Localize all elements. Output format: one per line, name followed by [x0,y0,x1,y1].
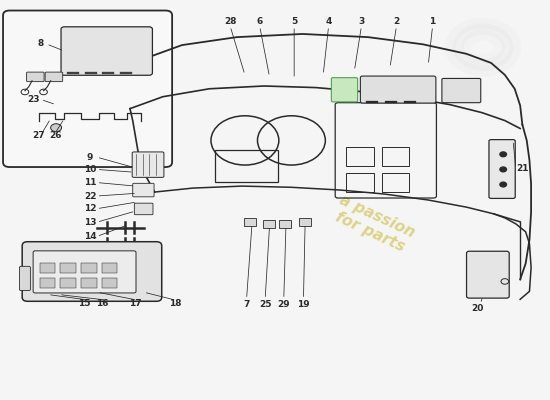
Bar [102,278,117,288]
Bar [244,218,256,226]
Bar [382,173,409,192]
Bar [404,101,416,103]
Bar [346,147,373,166]
Text: 4: 4 [326,17,332,26]
Text: 1: 1 [430,17,436,26]
Text: 9: 9 [87,152,94,162]
Text: 7: 7 [243,300,250,308]
Bar [385,101,397,103]
Text: 20: 20 [471,304,483,312]
Text: 16: 16 [96,299,109,308]
Bar [299,218,311,226]
FancyBboxPatch shape [61,27,152,75]
FancyBboxPatch shape [22,242,162,301]
Bar [40,263,55,273]
Bar [215,150,278,182]
Text: 12: 12 [84,204,96,213]
FancyBboxPatch shape [132,152,164,177]
Bar [85,72,97,74]
Bar [279,220,292,228]
Text: 26: 26 [49,131,61,140]
Bar [60,263,76,273]
Bar [81,278,97,288]
FancyBboxPatch shape [360,76,436,103]
Text: 28: 28 [224,17,236,26]
Circle shape [500,182,507,187]
FancyBboxPatch shape [19,266,30,290]
Text: 8: 8 [37,39,44,48]
Text: a passion
for parts: a passion for parts [329,192,417,256]
Text: 21: 21 [516,164,529,173]
Text: 2: 2 [393,17,400,26]
Circle shape [500,167,507,172]
Bar [67,72,79,74]
Circle shape [51,124,62,132]
FancyBboxPatch shape [26,72,44,82]
Text: 29: 29 [277,300,290,308]
Bar [119,72,131,74]
Text: 15: 15 [78,299,91,308]
FancyBboxPatch shape [134,203,153,215]
Text: 23: 23 [27,95,40,104]
Text: 25: 25 [259,300,271,308]
Bar [102,263,117,273]
Text: 10: 10 [84,165,96,174]
Text: 19: 19 [297,300,310,308]
Text: 22: 22 [84,192,96,200]
FancyBboxPatch shape [331,78,358,102]
FancyBboxPatch shape [3,10,172,167]
Text: 18: 18 [169,299,182,308]
Text: 27: 27 [32,131,45,140]
FancyBboxPatch shape [489,140,515,198]
Text: 13: 13 [84,218,96,227]
FancyBboxPatch shape [442,78,481,103]
Bar [40,278,55,288]
Text: 14: 14 [84,232,96,241]
Circle shape [500,152,507,157]
FancyBboxPatch shape [45,72,63,82]
Bar [346,173,373,192]
Bar [81,263,97,273]
Bar [263,220,275,228]
FancyBboxPatch shape [33,251,136,293]
Text: 17: 17 [129,299,142,308]
Bar [366,101,378,103]
FancyBboxPatch shape [133,183,154,197]
Bar [382,147,409,166]
Text: 5: 5 [291,17,298,26]
FancyBboxPatch shape [466,251,509,298]
Text: 3: 3 [359,17,365,26]
Bar [60,278,76,288]
Text: 11: 11 [84,178,96,187]
Bar [102,72,114,74]
Text: 6: 6 [256,17,263,26]
